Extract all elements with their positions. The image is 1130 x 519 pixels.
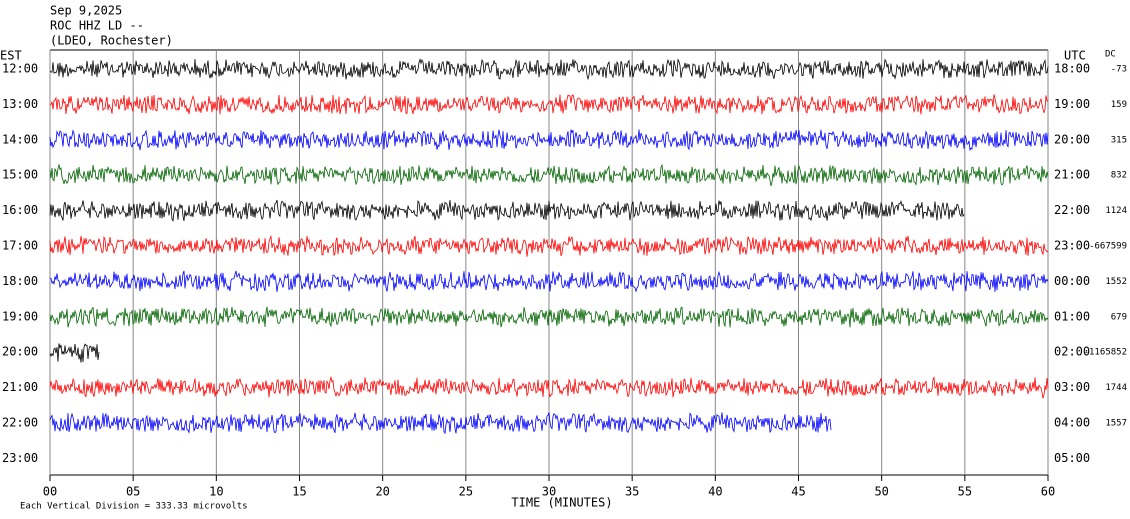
est-label: 20:00 (2, 345, 38, 359)
est-label: 18:00 (2, 274, 38, 288)
footnote: Each Vertical Division = 333.33 microvol… (20, 502, 248, 512)
x-tick-label: 40 (708, 485, 722, 499)
est-label: 16:00 (2, 203, 38, 217)
dc-value: 832 (1111, 171, 1127, 181)
est-label: 23:00 (2, 451, 38, 465)
trace (49, 306, 1049, 328)
trace (49, 375, 1049, 399)
dc-value: 315 (1111, 135, 1127, 145)
est-label: 19:00 (2, 309, 38, 323)
trace (49, 412, 832, 435)
dc-value: 679 (1111, 312, 1127, 322)
trace (49, 199, 965, 222)
est-label: 15:00 (2, 168, 38, 182)
trace (49, 343, 100, 363)
est-label: 13:00 (2, 97, 38, 111)
dc-value: 1124 (1105, 206, 1127, 216)
dc-value: 159 (1111, 100, 1127, 110)
right-axis-label: UTC (1064, 49, 1086, 63)
title-line: (LDEO, Rochester) (50, 34, 173, 48)
est-label: 14:00 (2, 132, 38, 146)
x-axis-label: TIME (MINUTES) (511, 496, 612, 510)
est-label: 12:00 (2, 62, 38, 76)
utc-label: 23:00 (1054, 239, 1090, 253)
x-tick-label: 35 (625, 485, 639, 499)
dc-value: -667599 (1089, 242, 1127, 252)
utc-label: 03:00 (1054, 380, 1090, 394)
x-tick-label: 45 (791, 485, 805, 499)
x-tick-label: 05 (126, 485, 140, 499)
dc-value: 1557 (1105, 419, 1127, 429)
utc-label: 00:00 (1054, 274, 1090, 288)
utc-label: 21:00 (1054, 168, 1090, 182)
trace (49, 129, 1049, 152)
title-line: ROC HHZ LD -- (50, 19, 144, 33)
trace (49, 270, 1049, 293)
utc-label: 02:00 (1054, 345, 1090, 359)
utc-label: 18:00 (1054, 62, 1090, 76)
est-label: 17:00 (2, 239, 38, 253)
trace (49, 234, 1049, 257)
dc-label: DC (1105, 50, 1116, 60)
trace (49, 94, 1049, 115)
x-tick-label: 10 (209, 485, 223, 499)
est-label: 21:00 (2, 380, 38, 394)
dc-value: -73 (1111, 65, 1127, 75)
x-tick-label: 20 (375, 485, 389, 499)
x-tick-label: 50 (874, 485, 888, 499)
x-tick-label: 60 (1041, 485, 1055, 499)
dc-value: 1744 (1105, 383, 1127, 393)
utc-label: 05:00 (1054, 451, 1090, 465)
utc-label: 19:00 (1054, 97, 1090, 111)
x-tick-label: 25 (459, 485, 473, 499)
trace (49, 57, 1049, 81)
left-axis-label: EST (0, 49, 22, 63)
utc-label: 20:00 (1054, 132, 1090, 146)
dc-value: -1165852 (1084, 348, 1127, 358)
x-tick-label: 00 (43, 485, 57, 499)
x-tick-label: 15 (292, 485, 306, 499)
title-line: Sep 9,2025 (50, 4, 122, 18)
est-label: 22:00 (2, 416, 38, 430)
utc-label: 22:00 (1054, 203, 1090, 217)
dc-value: 1552 (1105, 277, 1127, 287)
x-tick-label: 55 (958, 485, 972, 499)
utc-label: 01:00 (1054, 309, 1090, 323)
utc-label: 04:00 (1054, 416, 1090, 430)
trace (49, 163, 1049, 187)
x-tick-label: 30 (542, 485, 556, 499)
